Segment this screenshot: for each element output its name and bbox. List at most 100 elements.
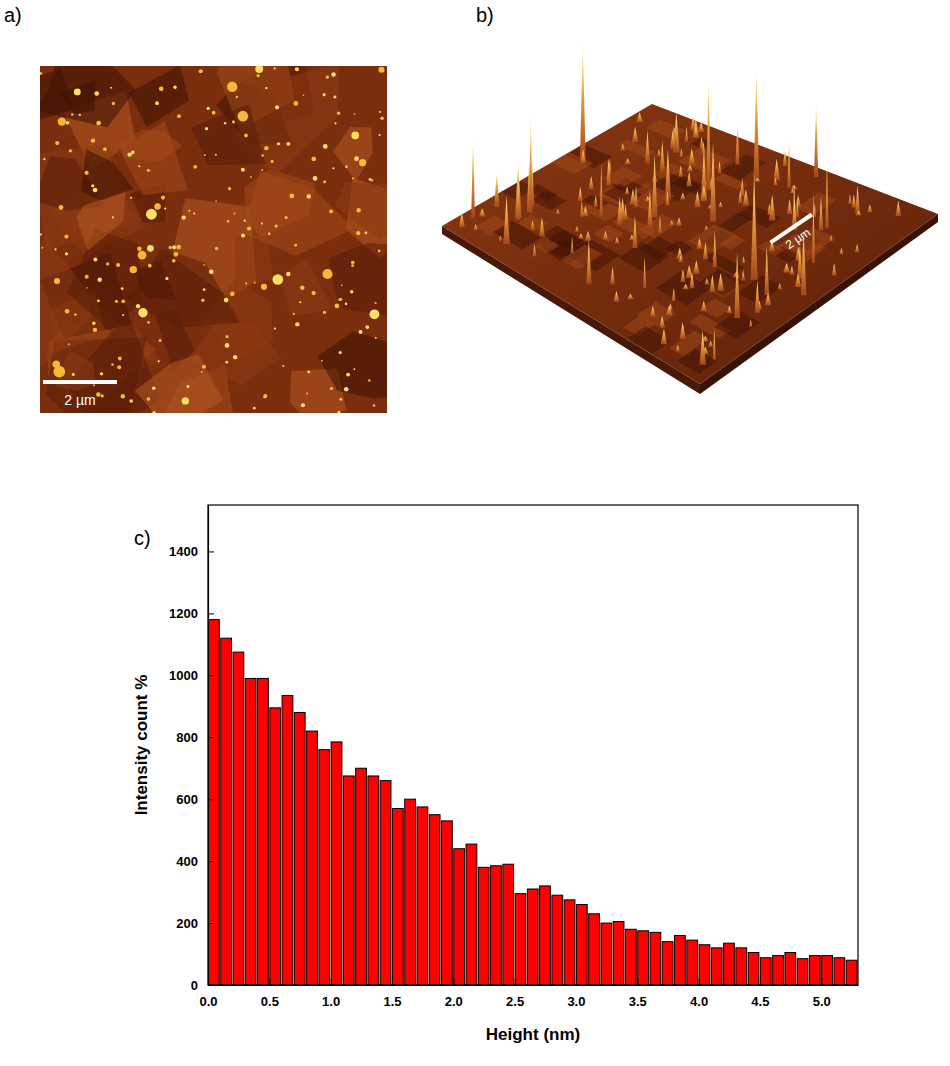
afm-particle [66,121,70,125]
surface-spike [773,159,780,180]
afm-particle [169,246,172,249]
afm-particle [351,264,354,267]
afm-particle [323,311,326,314]
afm-particle [303,94,305,96]
surface-grain [719,213,751,232]
surface-spike [594,195,598,207]
surface-spike [787,199,792,214]
afm-particle [285,216,288,219]
y-tick-label: 0 [191,978,198,993]
afm-particle [146,209,157,220]
surface-grain [639,237,678,260]
y-tick-mark [208,551,214,552]
afm-particle [188,210,190,212]
surface-spike [717,273,724,291]
surface-grain [617,140,656,158]
afm-particle [152,411,155,413]
bar [270,708,281,985]
afm-particle [117,365,121,369]
afm-particle [295,322,299,326]
afm-particle [289,194,294,199]
bar [245,678,256,985]
afm-grain [318,331,387,398]
afm-particle [69,149,72,152]
afm-particle [233,212,235,214]
x-tick-label: 1.5 [383,994,401,1009]
bar [392,808,403,985]
afm-image [40,66,387,413]
bar [576,904,587,985]
surface-grain [561,244,603,269]
surface-plane [442,104,938,384]
surface-spike [479,208,486,216]
afm-particle [225,335,228,338]
afm-grain [244,169,316,237]
surface-spike [709,274,715,292]
afm-particle [93,328,97,332]
afm-particle [193,213,195,215]
surface-spike [790,185,797,190]
afm-grain [81,149,133,200]
afm-particle [245,282,247,284]
surface-spike [556,209,560,214]
afm-particle [52,360,59,367]
y-axis-line [208,506,209,986]
surface-spike [682,284,689,289]
afm-particle [161,196,165,200]
afm-particle [286,272,290,276]
afm-particle [306,393,308,395]
afm-particle [112,102,115,105]
surface-grain [719,234,746,250]
bar [417,807,428,985]
surface-spike [713,329,716,360]
surface-spike [685,127,688,142]
surface-spike [688,149,695,166]
surface-spike [665,149,671,198]
afm-particle [227,82,237,92]
surface-spike [718,202,723,208]
afm-particle [244,134,248,138]
afm-particle [96,121,101,126]
afm-particle [334,122,336,124]
afm-particle [337,411,340,413]
afm-particle [43,158,45,160]
surface-grain [535,239,559,253]
surface-spike [701,142,705,154]
surface-spike [659,316,665,328]
surface-spike [796,200,799,217]
bar [307,731,318,985]
afm-particle [64,235,68,239]
x-tick-label: 1.0 [322,994,340,1009]
x-tick: 2.5 [506,979,524,1009]
surface-side [700,214,938,394]
afm-particle [209,269,214,274]
surface-spike [896,201,902,216]
afm-particle [311,157,316,162]
bar [846,960,857,985]
surface-spike [680,192,686,199]
surface-spike [769,195,775,221]
surface-spike [839,248,843,254]
afm-particle [339,298,342,301]
surface-spike [610,267,615,284]
x-axis-title: Height (nm) [486,1025,580,1044]
x-tick: 4.0 [690,979,708,1009]
afm-particle [68,343,70,345]
afm-particle [177,114,181,118]
afm-particle [378,67,384,73]
surface-spike [704,226,708,231]
surface-spike [647,191,652,227]
y-tick-label: 1400 [169,544,198,559]
surface-grain [757,241,784,256]
surface-spike [600,164,603,217]
afm-particle [159,339,162,342]
x-tick-mark [760,979,761,985]
surface-spike [580,201,583,217]
surface-spike [661,329,667,345]
surface-spike [851,194,856,207]
afm-particle [236,96,239,99]
x-tick-mark [269,979,270,985]
x-tick-label: 4.5 [751,994,769,1009]
bar [527,889,538,985]
afm-particle [329,209,333,213]
